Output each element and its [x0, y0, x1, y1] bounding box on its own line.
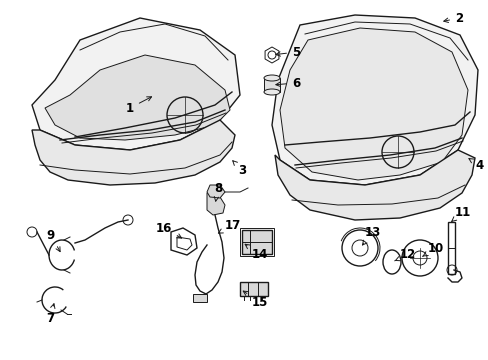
Text: 8: 8 — [213, 181, 222, 201]
Bar — [264, 78, 280, 92]
Text: 2: 2 — [443, 12, 462, 24]
Text: 10: 10 — [422, 242, 443, 256]
Text: 11: 11 — [451, 206, 470, 221]
Text: 3: 3 — [232, 161, 245, 176]
Text: 5: 5 — [275, 45, 300, 59]
Polygon shape — [32, 120, 235, 185]
Polygon shape — [206, 193, 224, 215]
Polygon shape — [274, 150, 474, 220]
Bar — [240, 282, 267, 296]
Polygon shape — [32, 18, 240, 150]
Polygon shape — [280, 28, 467, 180]
Ellipse shape — [264, 75, 280, 81]
Text: 16: 16 — [155, 221, 181, 238]
Text: 7: 7 — [46, 304, 55, 324]
Text: 13: 13 — [362, 225, 381, 245]
Text: 9: 9 — [47, 229, 60, 252]
Bar — [193, 294, 206, 302]
Polygon shape — [271, 15, 477, 185]
Text: 14: 14 — [244, 244, 268, 261]
Text: 6: 6 — [275, 77, 300, 90]
Text: 17: 17 — [218, 219, 241, 233]
Bar — [447, 222, 454, 274]
Polygon shape — [206, 185, 224, 198]
Ellipse shape — [264, 89, 280, 95]
Text: 15: 15 — [243, 291, 268, 309]
Text: 1: 1 — [126, 97, 151, 114]
Bar — [242, 230, 271, 254]
Text: 12: 12 — [394, 248, 415, 261]
Text: 4: 4 — [468, 158, 482, 171]
Bar — [240, 228, 273, 256]
Polygon shape — [45, 55, 229, 140]
